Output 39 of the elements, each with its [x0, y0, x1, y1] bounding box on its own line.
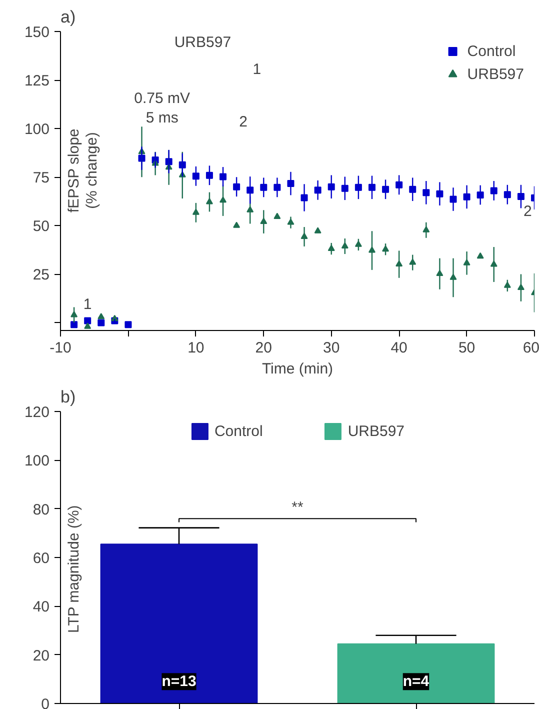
annotation: 2: [524, 202, 532, 220]
y-tick-label: 100: [24, 452, 50, 470]
legend-label: URB597: [348, 422, 405, 440]
legend-label: URB597: [467, 66, 524, 82]
x-tick-label: -10: [50, 340, 72, 356]
y-tick-label: 75: [32, 170, 50, 187]
x-axis-title: Time (min): [262, 360, 334, 378]
y-tick-label: 80: [32, 501, 50, 518]
x-tick-label: 40: [390, 340, 408, 356]
annotation: **: [292, 499, 304, 516]
y-tick-label: 20: [32, 647, 50, 664]
x-tick-label: 10: [188, 340, 204, 356]
y-tick-label: 40: [32, 598, 50, 616]
annotation: n=4: [402, 673, 430, 690]
y-tick-label: 0: [41, 696, 50, 709]
annotation: 2: [239, 114, 248, 131]
annotation: 1: [83, 296, 92, 314]
y-axis-title: fEPSP slope (% change): [66, 128, 100, 213]
annotation: n=13: [162, 673, 196, 690]
x-tick-label: 60: [522, 340, 539, 356]
chart-title: a): [60, 8, 76, 26]
annotation: URB597: [174, 34, 232, 51]
y-axis-title: LTP magnitude (%): [66, 505, 82, 634]
y-tick-label: 25: [32, 266, 50, 284]
annotation: 0.75 mV: [134, 90, 190, 108]
y-tick-label: 125: [24, 72, 50, 90]
legend-label: Control: [214, 422, 263, 440]
legend-label: Control: [467, 42, 516, 60]
y-tick-label: 150: [24, 24, 50, 41]
x-tick-label: 50: [458, 340, 476, 356]
x-tick-label: 30: [323, 340, 340, 356]
chart-title: b): [60, 388, 76, 406]
y-tick-label: 120: [24, 404, 50, 421]
y-tick-label: 50: [32, 218, 50, 236]
annotation: 5 ms: [146, 110, 178, 127]
y-tick-label: 60: [32, 550, 50, 567]
annotation: 1: [252, 61, 262, 78]
x-tick-label: 20: [255, 340, 272, 356]
y-tick-label: 100: [24, 121, 50, 138]
